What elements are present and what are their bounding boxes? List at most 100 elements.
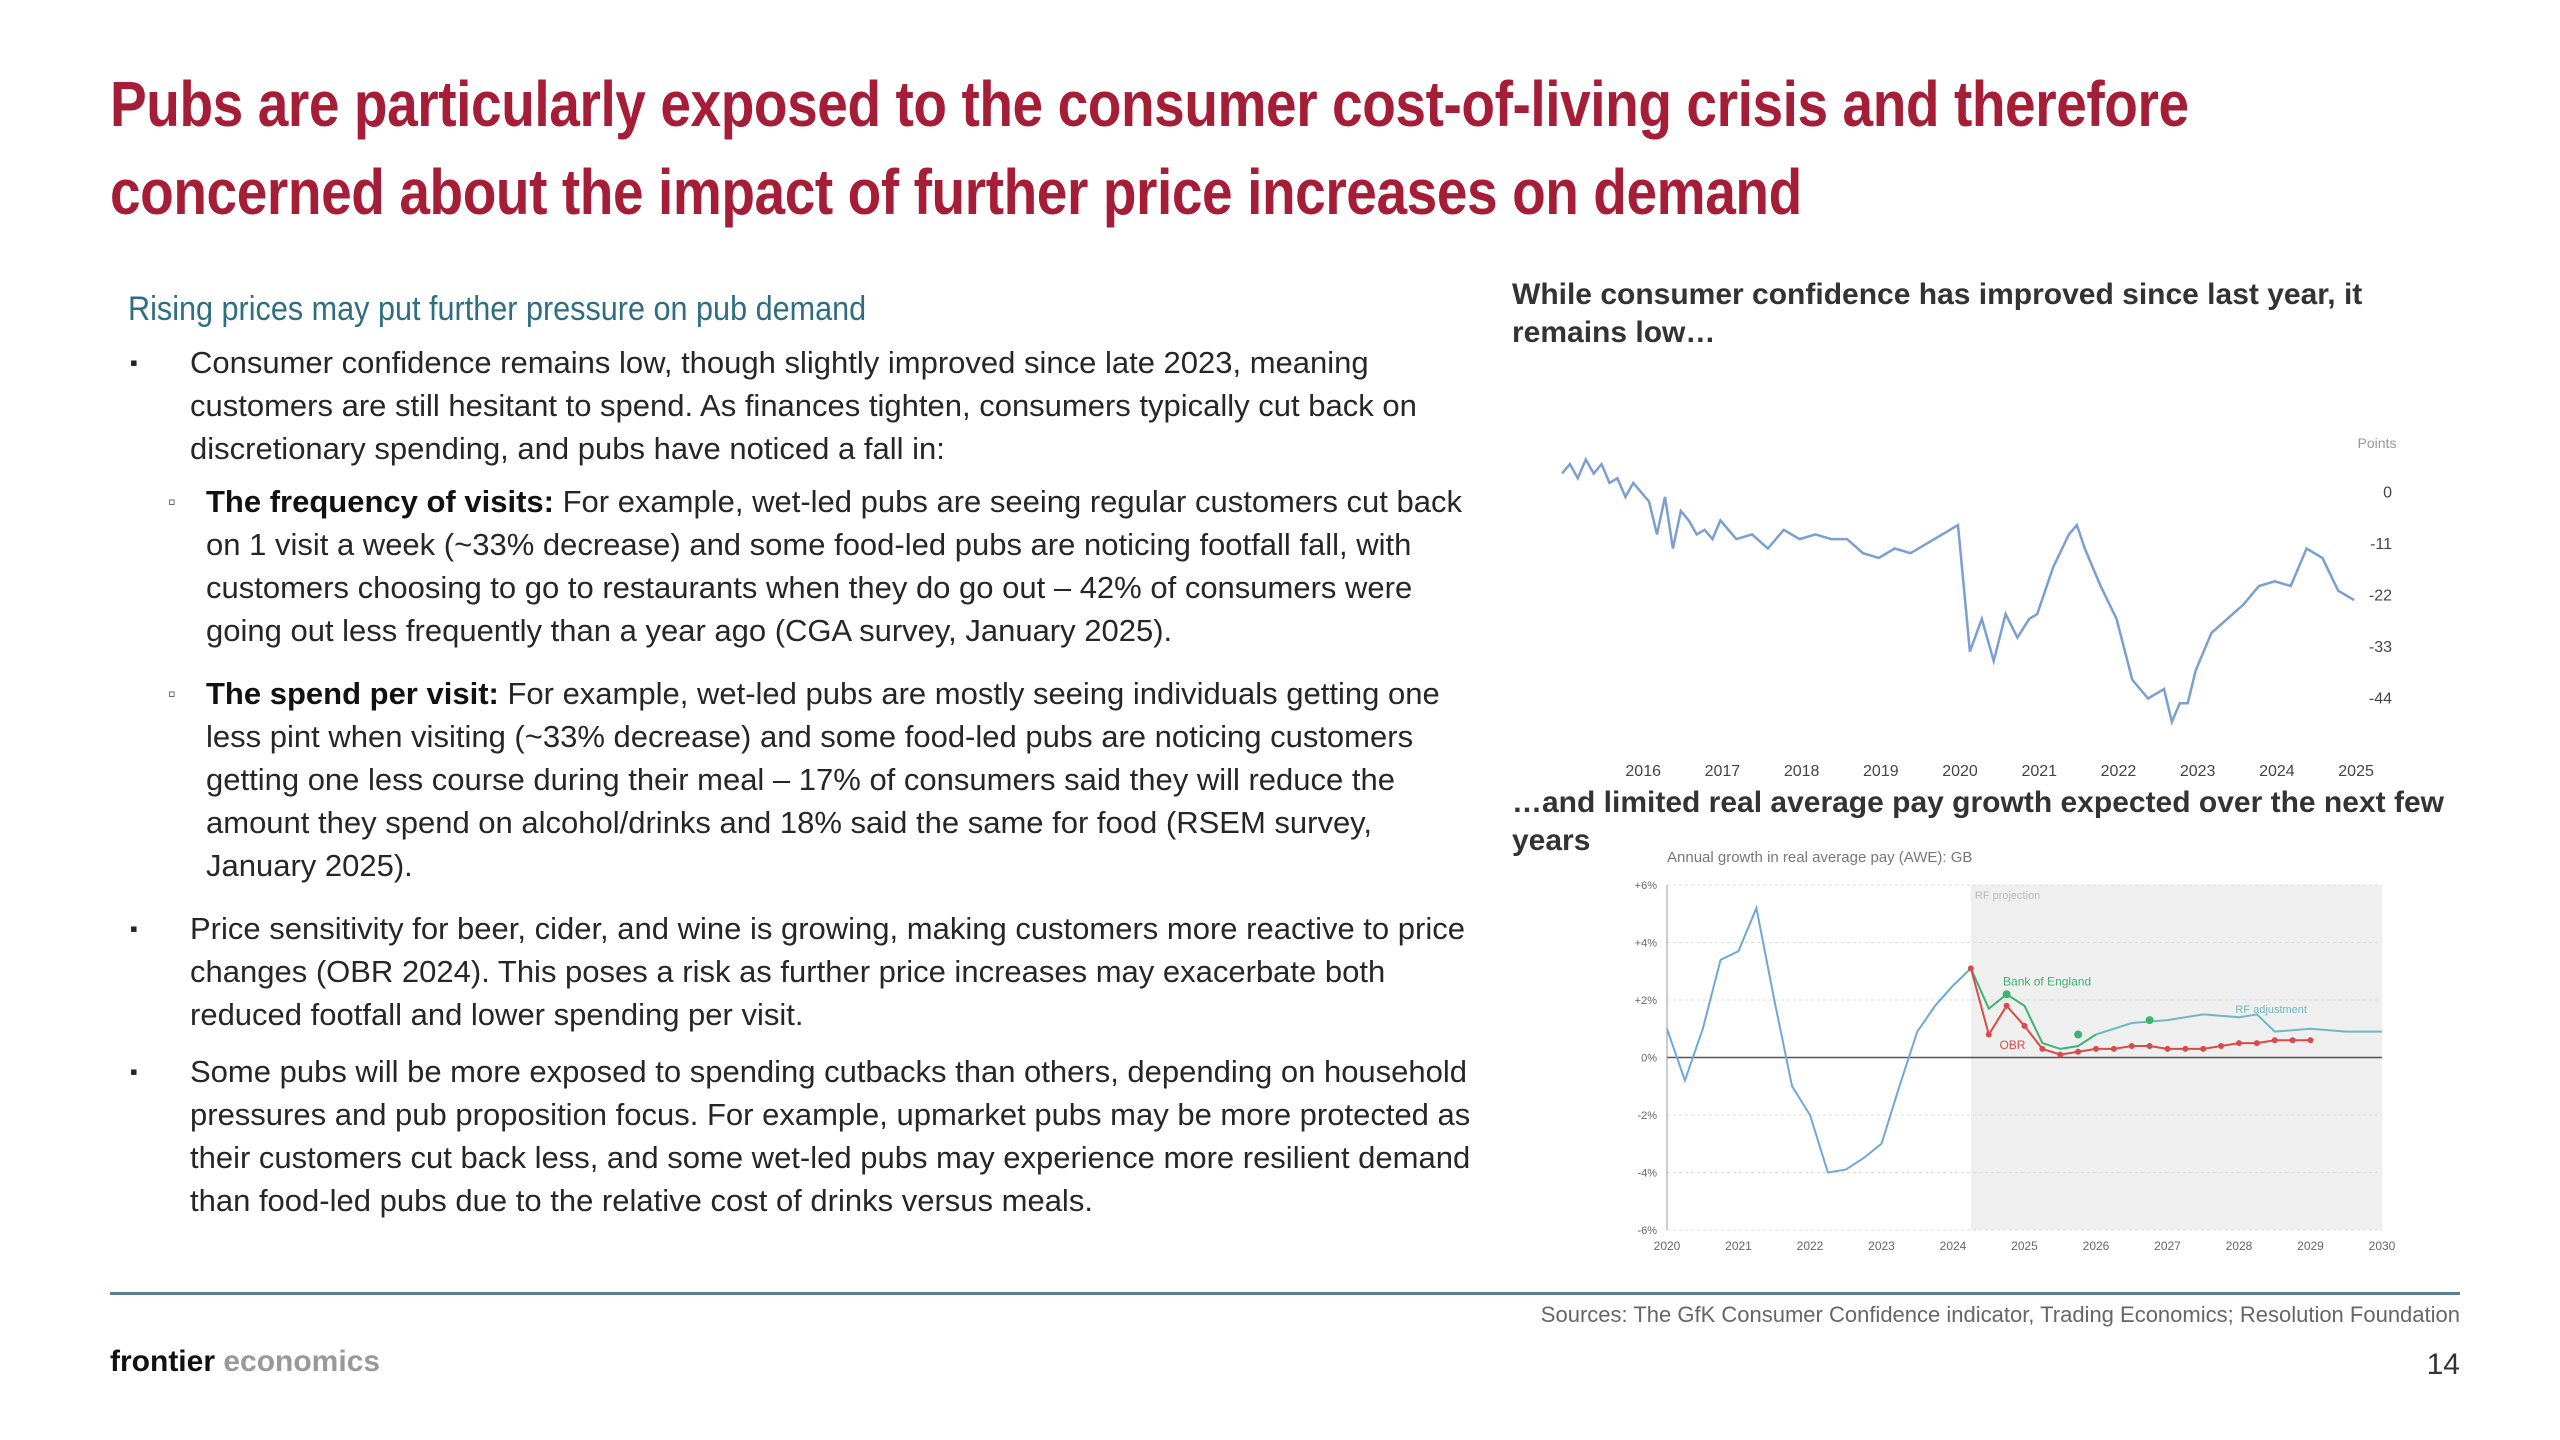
- sub-bullet-marker: ▫: [168, 681, 176, 706]
- obr-point: [2110, 1045, 2117, 1052]
- sub-bullet-text: For example, wet-led pubs are seeing reg…: [206, 484, 1463, 648]
- bullet-marker: ▪: [130, 350, 138, 375]
- logo-word-economics: economics: [215, 1345, 381, 1378]
- obr-point: [2236, 1040, 2242, 1047]
- x-tick-label: 2027: [2154, 1239, 2181, 1253]
- sub-bullet-heading: The frequency of visits:: [206, 484, 554, 519]
- x-tick-label: 2024: [1940, 1239, 1967, 1253]
- boe-marker: [2002, 990, 2011, 999]
- sub-bullet-marker: ▫: [168, 489, 176, 514]
- sub-bullet-list: ▫ The frequency of visits: For example, …: [168, 480, 1490, 887]
- x-tick-label: 2030: [2369, 1239, 2396, 1253]
- y-tick-label: +2%: [1635, 995, 1658, 1007]
- series-label: RF adjustment: [2235, 1004, 2307, 1016]
- y-tick-label: 0%: [1641, 1053, 1657, 1065]
- bullet-item: ▪ Price sensitivity for beer, cider, and…: [110, 907, 1490, 1036]
- boe-marker: [2145, 1016, 2154, 1025]
- obr-point: [1967, 965, 1974, 972]
- obr-point: [2200, 1045, 2207, 1052]
- boe-marker: [2074, 1030, 2083, 1039]
- x-tick-label: 2021: [2021, 763, 2057, 780]
- y-tick-label: -11: [2370, 536, 2392, 553]
- unit-label: Points: [2358, 435, 2397, 451]
- obr-point: [1985, 1031, 1992, 1038]
- x-tick-label: 2017: [1705, 763, 1741, 780]
- bullet-item: ▪ Some pubs will be more exposed to spen…: [110, 1050, 1490, 1222]
- y-tick-label: -44: [2369, 691, 2392, 708]
- sub-bullet-item: ▫ The frequency of visits: For example, …: [168, 480, 1490, 652]
- y-tick-label: -33: [2369, 639, 2392, 656]
- obr-point: [2289, 1037, 2296, 1044]
- obr-point: [2021, 1022, 2028, 1029]
- sources-note: Sources: The GfK Consumer Confidence ind…: [1540, 1302, 2460, 1327]
- x-tick-label: 2025: [2011, 1239, 2038, 1253]
- obr-point: [2128, 1043, 2135, 1049]
- x-tick-label: 2020: [1942, 763, 1978, 780]
- y-tick-label: -6%: [1637, 1225, 1657, 1237]
- consumer-confidence-chart: Points 0 -11 -22 -33 -44 2016 2017 2018 2019 2020 2…: [1561, 435, 2397, 780]
- x-tick-label: 2019: [1863, 763, 1899, 780]
- obr-point: [2307, 1037, 2314, 1044]
- x-tick-label: 2022: [2101, 763, 2137, 780]
- x-tick-label: 2020: [1654, 1239, 1681, 1253]
- y-tick-label: +6%: [1635, 880, 1658, 892]
- obr-point: [2253, 1040, 2260, 1047]
- obr-point: [2271, 1037, 2278, 1044]
- x-tick-label: 2023: [1868, 1239, 1895, 1253]
- x-tick-label: 2016: [1625, 763, 1661, 780]
- x-tick-label: 2018: [1784, 763, 1820, 780]
- actual-series-line: [1666, 904, 1972, 1174]
- x-tick-label: 2028: [2226, 1239, 2253, 1253]
- right-charts-panel: While consumer confidence has improved s…: [1512, 276, 2472, 1270]
- series-label: Bank of England: [2003, 975, 2091, 989]
- x-tick-label: 2021: [1725, 1239, 1752, 1253]
- real-pay-growth-chart: Annual growth in real average pay (AWE):…: [1635, 849, 2396, 1253]
- x-tick-label: 2029: [2297, 1239, 2324, 1253]
- x-tick-label: 2023: [2180, 763, 2216, 780]
- obr-point: [2146, 1043, 2153, 1049]
- logo-word-frontier: frontier: [110, 1345, 215, 1378]
- bullet-list: ▪ Consumer confidence remains low, thoug…: [110, 341, 1490, 1222]
- title-line-2: concerned about the impact of further pr…: [110, 156, 1802, 228]
- projection-label: RF projection: [1975, 890, 2040, 902]
- brand-logo: frontier economics: [110, 1345, 380, 1379]
- sub-bullet-item: ▫ The spend per visit: For example, wet-…: [168, 672, 1490, 887]
- x-tick-label: 2024: [2259, 763, 2295, 780]
- obr-point: [2057, 1051, 2064, 1058]
- page-title: Pubs are particularly exposed to the con…: [110, 60, 2189, 236]
- obr-point: [2003, 1002, 2010, 1009]
- footer-rule: [110, 1292, 2460, 1295]
- bullet-marker: ▪: [130, 916, 138, 941]
- x-tick-label: 2026: [2083, 1239, 2110, 1253]
- obr-point: [2218, 1043, 2225, 1049]
- chart1-heading: While consumer confidence has improved s…: [1512, 278, 2363, 349]
- bullet-text: Some pubs will be more exposed to spendi…: [190, 1054, 1471, 1218]
- page-number: 14: [2426, 1348, 2460, 1381]
- y-tick-label: -22: [2369, 587, 2392, 604]
- y-tick-label: 0: [2383, 484, 2392, 501]
- sub-bullet-heading: The spend per visit:: [206, 676, 499, 711]
- chart2-heading: …and limited real average pay growth exp…: [1512, 786, 2444, 857]
- series-label: OBR: [1999, 1038, 2025, 1052]
- bank-of-england-series-line: [1969, 967, 2097, 1050]
- left-text-panel: Rising prices may put further pressure o…: [110, 290, 1490, 1236]
- obr-point: [2093, 1045, 2099, 1052]
- x-tick-label: 2022: [1797, 1239, 1824, 1253]
- bullet-marker: ▪: [130, 1059, 138, 1084]
- bullet-text: Price sensitivity for beer, cider, and w…: [190, 911, 1465, 1032]
- y-tick-label: -4%: [1637, 1168, 1657, 1180]
- bullet-item: ▪ Consumer confidence remains low, thoug…: [110, 341, 1490, 887]
- obr-point: [2039, 1045, 2046, 1052]
- bullet-text: Consumer confidence remains low, though …: [190, 345, 1417, 466]
- obr-point: [2164, 1045, 2171, 1052]
- sub-bullet-text: For example, wet-led pubs are mostly see…: [206, 676, 1440, 883]
- title-line-1: Pubs are particularly exposed to the con…: [110, 68, 2189, 140]
- chart2-title: Annual growth in real average pay (AWE):…: [1667, 849, 1972, 866]
- x-tick-label: 2025: [2338, 763, 2374, 780]
- confidence-series-line: [1561, 456, 2355, 726]
- y-tick-label: +4%: [1635, 938, 1658, 950]
- obr-point: [2075, 1048, 2082, 1055]
- section-subhead: Rising prices may put further pressure o…: [128, 290, 867, 328]
- y-tick-label: -2%: [1637, 1110, 1657, 1122]
- obr-point: [2182, 1045, 2189, 1052]
